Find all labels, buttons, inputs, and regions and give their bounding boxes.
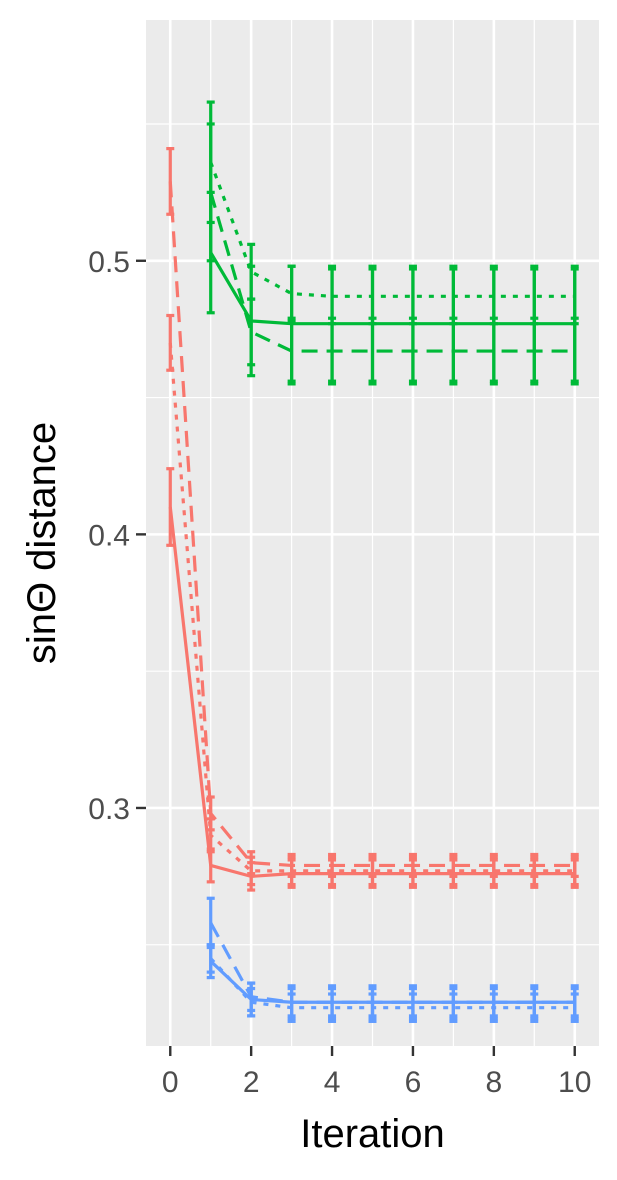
- error-bar: [408, 267, 417, 326]
- error-bar: [247, 986, 256, 1018]
- error-bar: [449, 992, 458, 1023]
- error-bar: [408, 992, 417, 1023]
- error-bar: [570, 992, 579, 1023]
- series-2: [166, 313, 579, 887]
- x-tick-label: 6: [405, 1066, 422, 1099]
- series-5: [206, 100, 579, 326]
- series-line: [209, 161, 575, 298]
- error-bar: [328, 992, 337, 1023]
- series-line: [209, 922, 575, 1004]
- y-tick-label: 0.5: [88, 246, 130, 279]
- x-tick-label: 2: [243, 1066, 260, 1099]
- series-layer: [166, 100, 579, 1023]
- series-line: [168, 181, 575, 868]
- x-tick-label: 10: [558, 1066, 591, 1099]
- series-line: [209, 191, 575, 353]
- series-line: [168, 342, 575, 873]
- error-bar: [530, 992, 539, 1023]
- series-8: [206, 943, 579, 1023]
- error-bar: [570, 855, 579, 887]
- error-bar: [247, 855, 256, 887]
- grid-major: [146, 20, 599, 1046]
- error-bar: [530, 267, 539, 326]
- y-tick-label: 0.3: [88, 793, 130, 826]
- y-tick-label: 0.4: [88, 519, 130, 552]
- axes: 0 2 4 6 8 10 0.3 0.4 0.5: [88, 246, 591, 1099]
- x-axis-title: Iteration: [300, 1112, 445, 1156]
- x-tick-label: 0: [162, 1066, 179, 1099]
- error-bar: [247, 242, 256, 301]
- error-bar: [489, 855, 498, 887]
- error-bar: [328, 267, 337, 326]
- x-tick-label: 4: [324, 1066, 341, 1099]
- series-line: [209, 251, 575, 326]
- error-bar: [287, 264, 296, 323]
- x-tick-label: 8: [485, 1066, 502, 1099]
- error-bar: [449, 855, 458, 887]
- error-bar: [368, 855, 377, 887]
- y-axis-title: sinΘ distance: [20, 422, 64, 664]
